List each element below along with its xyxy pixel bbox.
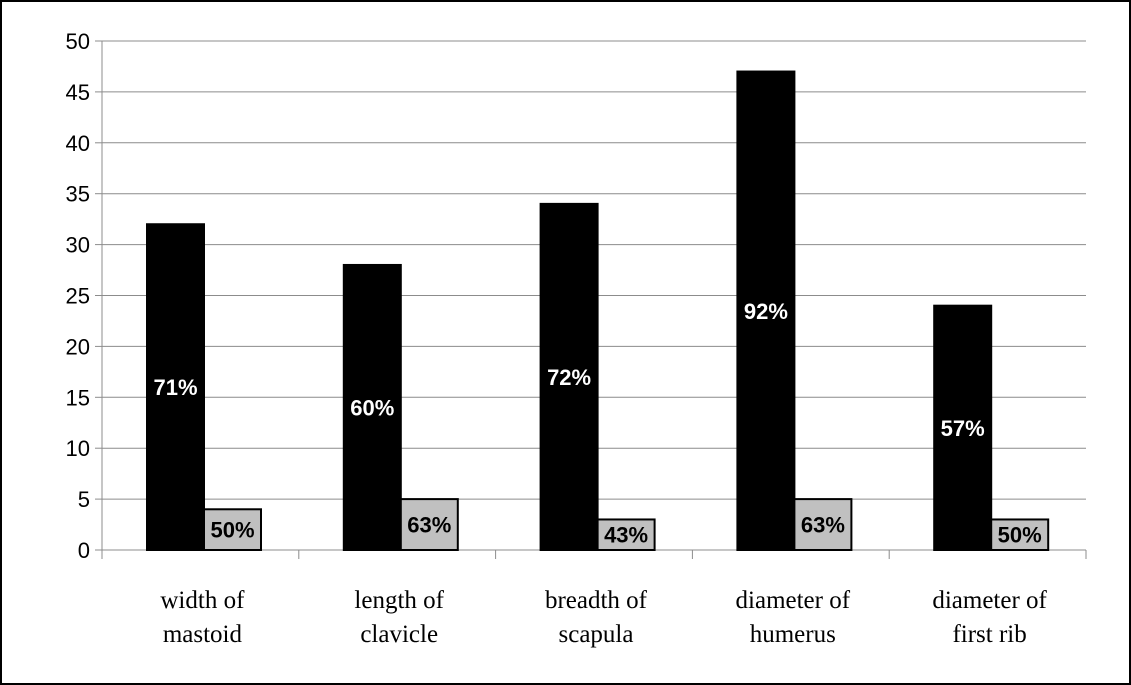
bar-series-2-2: [399, 498, 459, 552]
x-category-label: clavicle: [360, 621, 438, 648]
y-tick-label: 45: [66, 80, 90, 105]
x-axis: width of mastoid length of clavicle breadth …: [101, 549, 1087, 648]
y-tick-label: 15: [66, 385, 90, 410]
data-label-series-1-4: 92%: [744, 299, 788, 324]
y-tick-label: 50: [66, 29, 90, 54]
y-tick-label: 20: [66, 334, 90, 359]
y-tick-label: 40: [66, 131, 90, 156]
x-category-label: width of: [160, 587, 245, 614]
data-label-series-1-3: 72%: [547, 365, 591, 390]
data-label-series-2-3: 43%: [604, 523, 648, 548]
bar-series-2-1: [203, 508, 262, 551]
y-tick-label: 0: [78, 538, 90, 563]
bars: [146, 70, 1050, 552]
data-label-series-1-1: 71%: [153, 375, 197, 400]
y-tick-label: 30: [66, 233, 90, 258]
bar-series-1-4: [736, 70, 796, 551]
bar-series-1-1: [146, 223, 205, 552]
bar-series-2-4: [793, 498, 853, 552]
data-label-series-2-1: 50%: [210, 518, 254, 543]
x-category-label: breadth of: [545, 587, 648, 614]
bar-series-1-3: [539, 202, 599, 551]
x-category-label: scapula: [559, 621, 634, 648]
data-label-series-1-5: 57%: [941, 416, 985, 441]
x-category-label: diameter of: [932, 587, 1047, 614]
y-tick-label: 25: [66, 284, 90, 309]
bar-series-2-3: [596, 518, 656, 552]
bar-series-2-5: [990, 518, 1050, 552]
bar-series-1-2: [342, 263, 402, 551]
bar-series-1-5: [933, 304, 993, 551]
data-label-series-2-2: 63%: [407, 513, 451, 538]
data-label-series-1-2: 60%: [350, 395, 394, 420]
y-tick-label: 35: [66, 182, 90, 207]
data-label-series-2-5: 50%: [998, 523, 1042, 548]
y-axis: 0 5 10 15 20 25 30 35 40 45 50: [66, 29, 103, 563]
x-category-label: humerus: [750, 621, 836, 648]
data-label-series-2-4: 63%: [801, 513, 845, 538]
y-tick-label: 10: [66, 436, 90, 461]
x-category-label: mastoid: [163, 621, 243, 648]
x-category-label: first rib: [952, 621, 1026, 648]
y-tick-label: 5: [78, 487, 90, 512]
data-labels: 71% 60% 72% 92% 57% 50% 63% 43% 63% 50%: [153, 299, 1041, 548]
x-category-label: length of: [354, 587, 444, 614]
x-category-label: diameter of: [736, 587, 851, 614]
